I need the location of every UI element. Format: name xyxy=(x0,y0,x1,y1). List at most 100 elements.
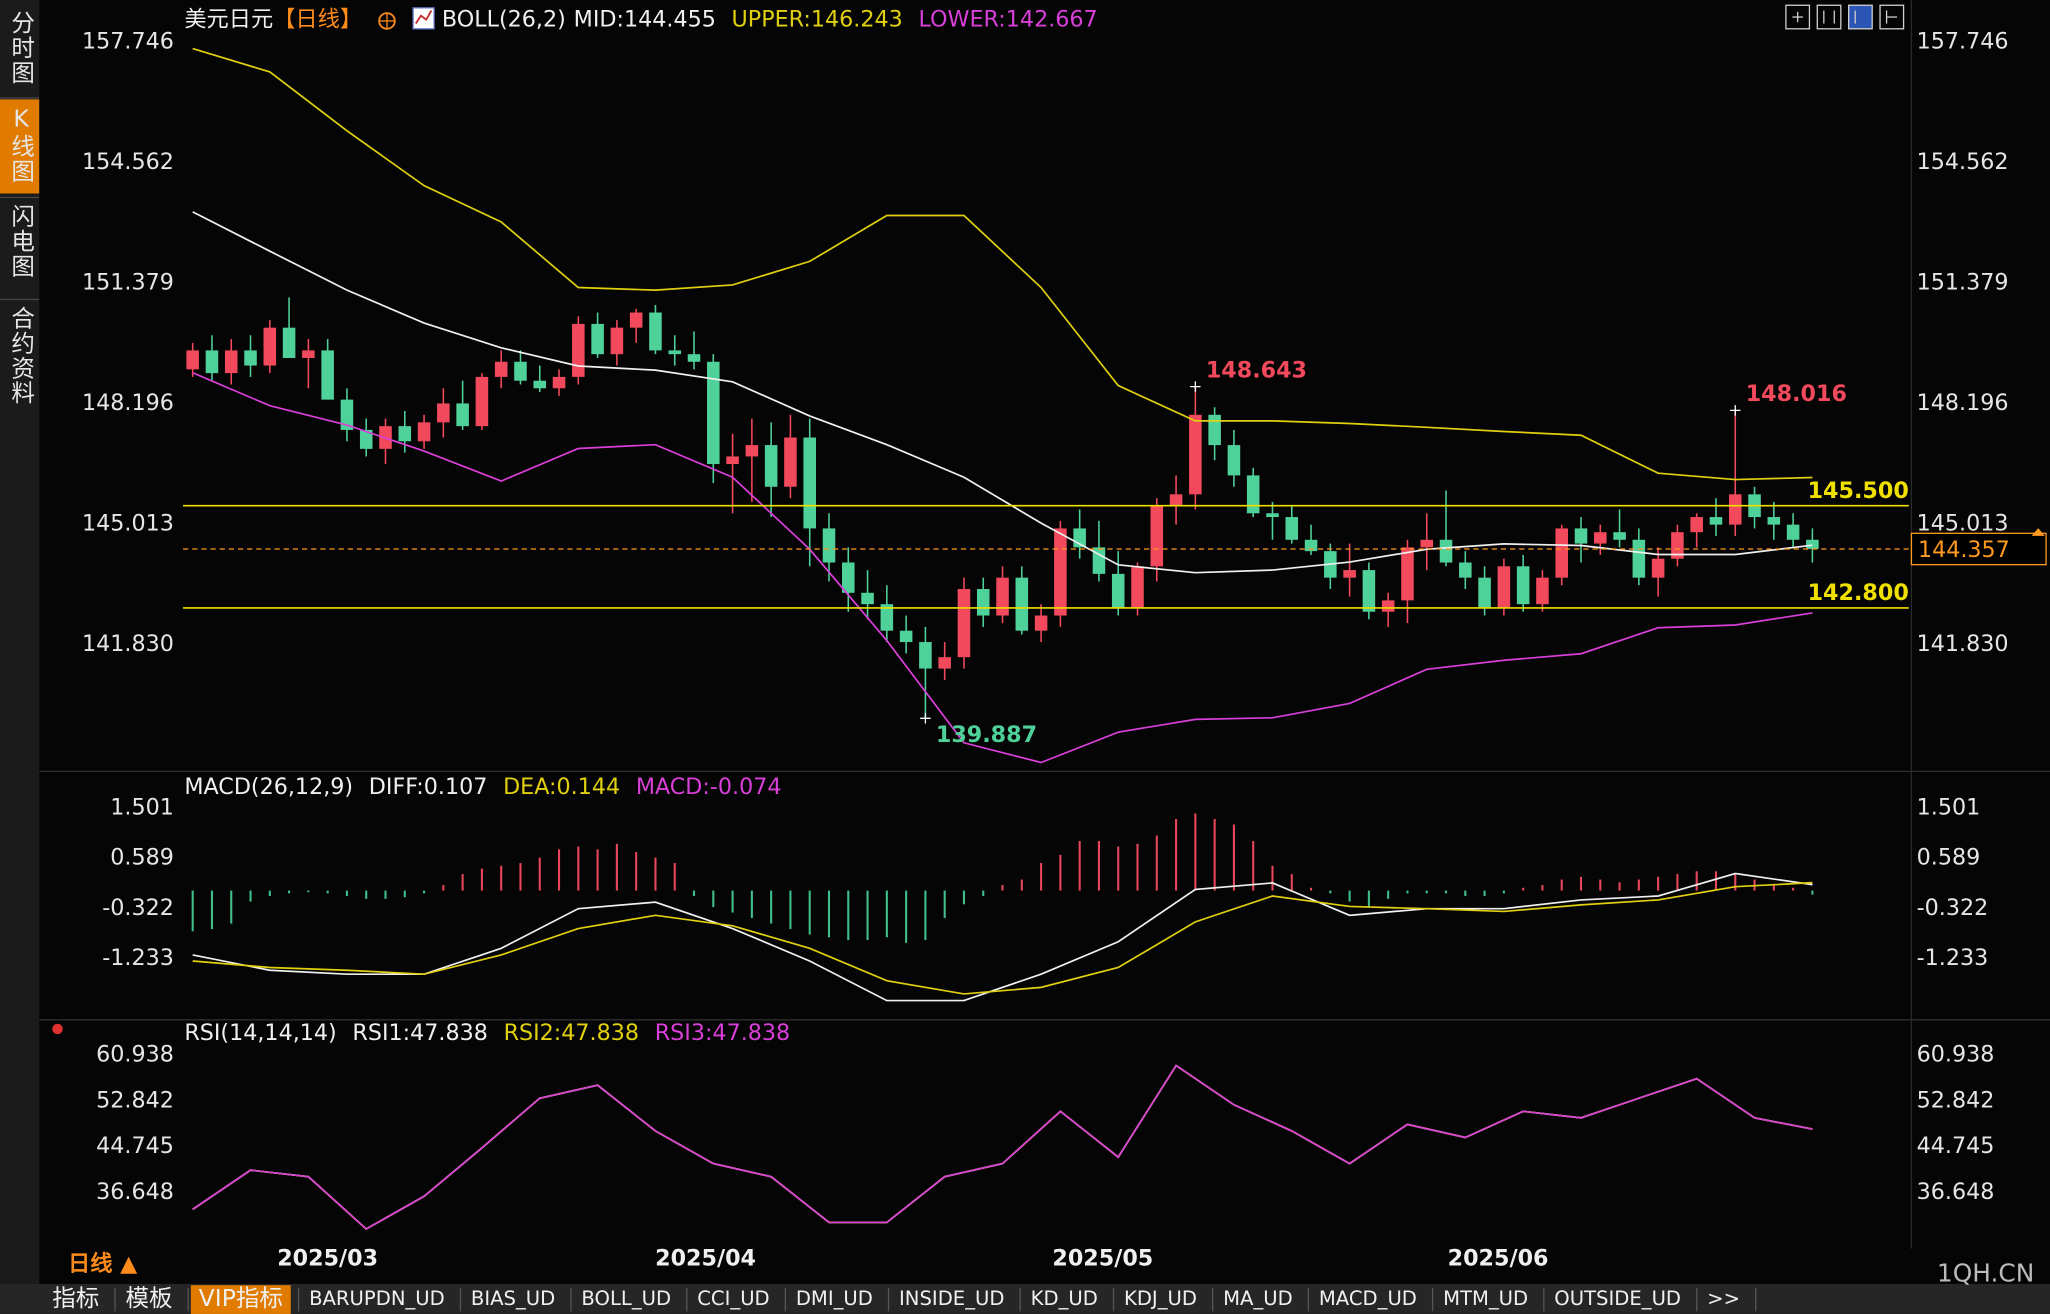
extreme-marker xyxy=(1730,405,1741,416)
indicator-line xyxy=(192,371,1813,764)
candle-body xyxy=(1034,615,1048,631)
y-tick-label: 145.013 xyxy=(82,511,174,537)
candle-body xyxy=(398,426,412,442)
candle-body xyxy=(244,350,257,366)
candle-body xyxy=(302,350,315,358)
legend: MACD(26,12,9) DIFF:0.107 DEA:0.144 MACD:-0.… xyxy=(184,774,781,800)
y-tick-label-right: -0.322 xyxy=(1917,895,1989,921)
x-tick-label: 2025/03 xyxy=(277,1246,378,1272)
legend-item: RSI(14,14,14) xyxy=(184,1019,336,1045)
watermark: 1QH.CN xyxy=(1937,1259,2034,1288)
candle-body xyxy=(321,350,334,400)
support-label: 145.500 xyxy=(1808,478,1909,504)
candle-body xyxy=(1632,539,1646,578)
legend-item: UPPER:146.243 xyxy=(732,6,903,32)
candle-body xyxy=(687,354,701,362)
y-tick-label-right: 36.648 xyxy=(1917,1179,1995,1205)
candle-body xyxy=(263,327,277,366)
candle-body xyxy=(1728,494,1742,525)
candle-body xyxy=(205,350,219,374)
candle-body xyxy=(629,312,643,328)
candle-body xyxy=(1266,513,1279,518)
candle-body xyxy=(996,577,1009,616)
candle-body xyxy=(1381,600,1395,612)
y-tick-label-right: 154.562 xyxy=(1917,149,2009,175)
toolbar-tab[interactable]: KDJ_UD xyxy=(1124,1287,1197,1310)
toolbar-tab[interactable]: OUTSIDE_UD xyxy=(1554,1287,1681,1310)
y-tick-label: 157.746 xyxy=(82,28,174,54)
toolbar-tab[interactable]: BOLL_UD xyxy=(581,1287,671,1310)
toolbar-tab[interactable]: MA_UD xyxy=(1223,1287,1293,1310)
candle-body xyxy=(822,528,836,563)
toolbar-tab[interactable]: MACD_UD xyxy=(1319,1287,1417,1310)
candle-body xyxy=(919,642,932,669)
candle-body xyxy=(224,350,238,374)
candle-body xyxy=(976,589,990,616)
window-icons[interactable] xyxy=(1785,4,1905,30)
legend: RSI(14,14,14) RSI1:47.838 RSI2:47.838 RSI3:… xyxy=(184,1019,790,1045)
candle-body xyxy=(861,592,874,605)
legend-item: 美元日元 xyxy=(184,6,273,32)
toolbar-tab[interactable]: 指标 xyxy=(52,1284,99,1312)
candle-body xyxy=(1246,475,1260,514)
candle-body xyxy=(1111,573,1125,608)
indicator-line xyxy=(192,872,1813,1002)
toolbar xyxy=(0,1283,2050,1314)
candle-body xyxy=(1786,524,1800,540)
candle-body xyxy=(514,361,527,381)
last-price-label: 144.357 xyxy=(1918,537,2010,563)
y-tick-label: 52.842 xyxy=(96,1087,174,1113)
sidebar-tab[interactable]: K线图 xyxy=(7,105,35,184)
legend-item: MID:144.455 xyxy=(574,6,716,32)
legend: 美元日元【日线】 xyxy=(184,6,362,32)
y-tick-label: 60.938 xyxy=(96,1042,174,1068)
candle-body xyxy=(475,376,489,427)
y-tick-label: 36.648 xyxy=(96,1179,174,1205)
y-tick-label-right: 157.746 xyxy=(1917,28,2009,54)
y-tick-label-right: 60.938 xyxy=(1917,1042,1995,1068)
toolbar-tab[interactable]: VIP指标 xyxy=(199,1284,283,1312)
extreme-label: 148.016 xyxy=(1746,381,1847,407)
y-tick-label-right: 141.830 xyxy=(1917,631,2009,657)
candle-body xyxy=(494,361,508,377)
toolbar-tab[interactable]: >> xyxy=(1707,1287,1740,1310)
toolbar-tab[interactable]: KD_UD xyxy=(1031,1287,1098,1310)
toolbar-tab[interactable]: CCI_UD xyxy=(697,1287,769,1310)
toolbar-tab[interactable]: 模板 xyxy=(125,1284,172,1312)
extreme-marker xyxy=(920,713,931,724)
y-tick-label: -1.233 xyxy=(102,945,174,971)
y-tick-label: 44.745 xyxy=(96,1133,174,1159)
sidebar xyxy=(0,0,40,1284)
candle-body xyxy=(1651,558,1665,578)
candle-body xyxy=(1208,414,1221,446)
candle-body xyxy=(1459,562,1472,578)
y-tick-label-right: 151.379 xyxy=(1917,270,2009,296)
y-tick-label: 154.562 xyxy=(82,149,174,175)
y-tick-label-right: -1.233 xyxy=(1917,945,1989,971)
candle-body xyxy=(1092,547,1106,574)
toolbar-tab[interactable]: MTM_UD xyxy=(1443,1287,1528,1310)
candle-body xyxy=(764,445,778,487)
legend-item: MACD(26,12,9) xyxy=(184,774,353,800)
candle-body xyxy=(1516,566,1530,605)
toolbar-tab-bg xyxy=(190,1285,291,1314)
legend: BOLL(26,2) MID:144.455 UPPER:146.243 LOWER:… xyxy=(442,6,1098,32)
candle-body xyxy=(880,604,894,631)
toolbar-tab[interactable]: BARUPDN_UD xyxy=(309,1287,445,1310)
candle-body xyxy=(1401,547,1414,601)
y-tick-label: 151.379 xyxy=(82,270,174,296)
legend-item: RSI3:47.838 xyxy=(655,1019,790,1045)
candle-body xyxy=(784,437,797,487)
candle-body xyxy=(707,361,720,465)
toolbar-tab[interactable]: BIAS_UD xyxy=(471,1287,555,1310)
candle-body xyxy=(1690,517,1703,533)
sidebar-tab[interactable]: 分时图 xyxy=(7,10,35,85)
candle-body xyxy=(359,429,373,449)
toolbar-tab[interactable]: INSIDE_UD xyxy=(899,1287,1004,1310)
period-label[interactable]: 日线 ▲ xyxy=(68,1250,138,1277)
sidebar-tab[interactable]: 合约资料 xyxy=(7,306,35,406)
toolbar-tab[interactable]: DMI_UD xyxy=(796,1287,873,1310)
sidebar-tab[interactable]: 闪电图 xyxy=(7,204,35,279)
